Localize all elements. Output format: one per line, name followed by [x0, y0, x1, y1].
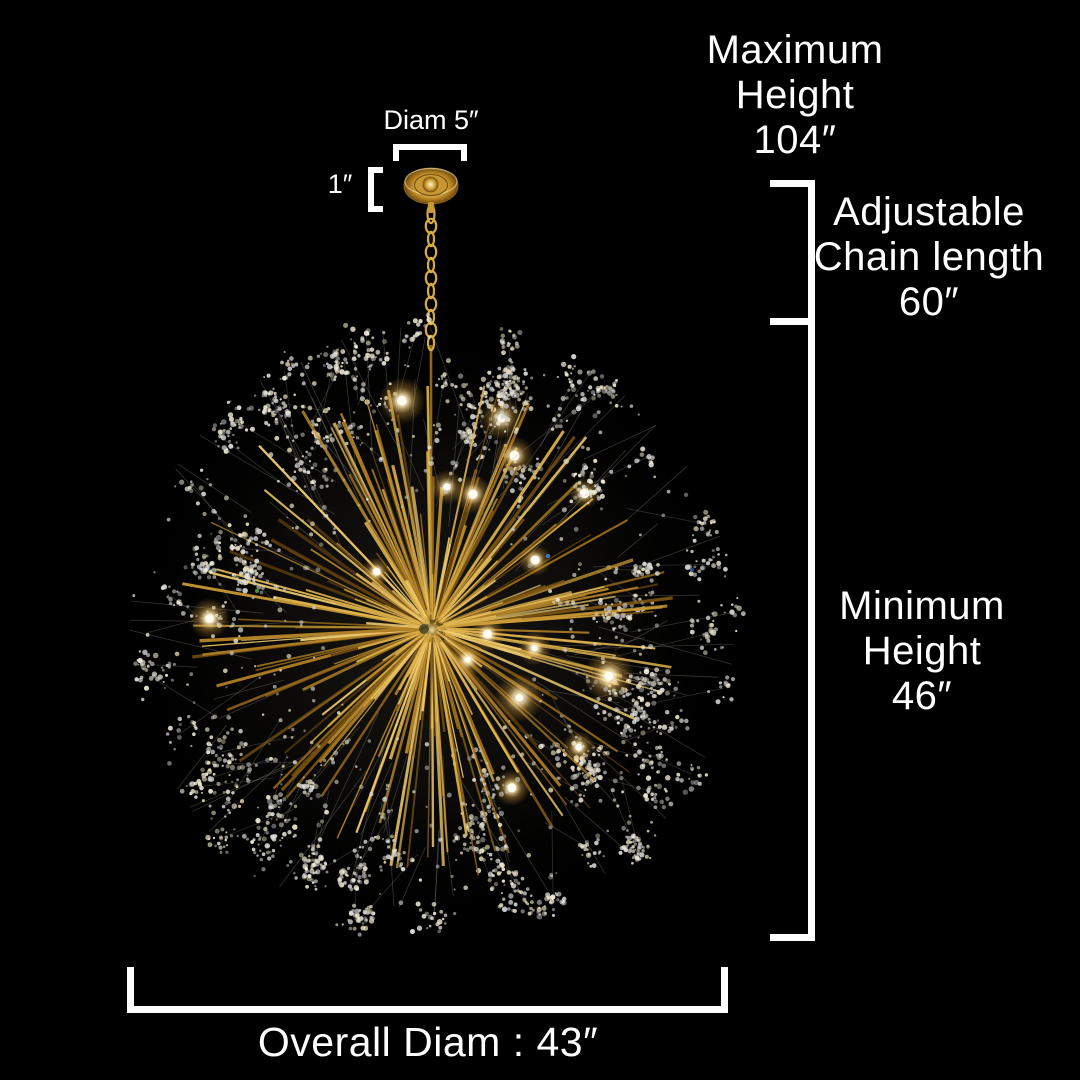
overall-diameter-bracket	[127, 967, 728, 1013]
minimum-height-label: Minimum Height 46″	[772, 584, 1072, 719]
canopy-height-label: 1″	[327, 169, 353, 199]
overall-diameter-label: Overall Diam : 43″	[257, 1019, 599, 1065]
chain-length-label: Adjustable Chain length 60″	[779, 190, 1079, 325]
height-bracket-bottom-tick	[770, 934, 815, 941]
maximum-height-line2: Height	[735, 73, 855, 117]
chain-length-line1: Adjustable	[833, 190, 1025, 234]
canopy-diameter-label: Diam 5″	[383, 105, 479, 135]
minimum-height-line1: Minimum	[839, 584, 1005, 628]
height-bracket-middle-tick	[770, 318, 815, 325]
chain-length-line2: Chain length	[813, 235, 1045, 279]
chain-length-value: 60″	[898, 280, 960, 324]
minimum-height-value: 46″	[891, 674, 953, 718]
maximum-height-value: 104″	[753, 118, 837, 162]
height-bracket-line	[808, 180, 815, 941]
canopy-height-bracket	[368, 167, 383, 212]
minimum-height-line2: Height	[862, 629, 982, 673]
maximum-height-line1: Maximum	[706, 28, 884, 72]
maximum-height-label: Maximum Height 104″	[645, 28, 945, 163]
canopy-diameter-bracket	[393, 144, 467, 161]
height-bracket-top-tick	[770, 180, 815, 187]
